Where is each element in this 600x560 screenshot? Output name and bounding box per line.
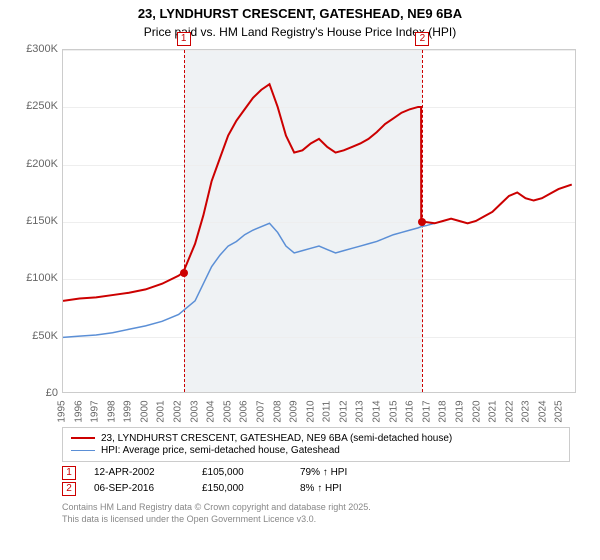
x-axis-label: 2021 — [488, 400, 499, 422]
x-axis-label: 2008 — [272, 400, 283, 422]
x-axis-label: 2013 — [355, 400, 366, 422]
y-axis-label: £300K — [18, 43, 58, 55]
x-axis-label: 1998 — [106, 400, 117, 422]
x-axis-label: 1997 — [90, 400, 101, 422]
footer-line2: This data is licensed under the Open Gov… — [62, 514, 570, 526]
y-axis-label: £100K — [18, 272, 58, 284]
sale-date: 12-APR-2002 — [94, 467, 184, 478]
sale-price: £150,000 — [202, 483, 282, 494]
x-axis-label: 2007 — [255, 400, 266, 422]
legend-swatch — [71, 437, 95, 439]
x-axis-label: 2022 — [504, 400, 515, 422]
plot-area: 12 — [62, 49, 576, 393]
x-axis-label: 2002 — [173, 400, 184, 422]
x-axis-label: 1999 — [123, 400, 134, 422]
chart-container: 23, LYNDHURST CRESCENT, GATESHEAD, NE9 6… — [0, 0, 600, 560]
y-axis-label: £200K — [18, 158, 58, 170]
sale-row-marker: 2 — [62, 482, 76, 496]
x-axis-label: 2014 — [372, 400, 383, 422]
legend-row: 23, LYNDHURST CRESCENT, GATESHEAD, NE9 6… — [71, 433, 561, 444]
x-axis-label: 2025 — [554, 400, 565, 422]
sale-date: 06-SEP-2016 — [94, 483, 184, 494]
x-axis-label: 2018 — [438, 400, 449, 422]
x-axis-label: 2006 — [239, 400, 250, 422]
sale-marker-box: 1 — [177, 32, 191, 46]
y-axis-label: £150K — [18, 215, 58, 227]
x-axis-label: 2017 — [421, 400, 432, 422]
x-axis-label: 2012 — [338, 400, 349, 422]
series-line — [63, 184, 572, 337]
legend-row: HPI: Average price, semi-detached house,… — [71, 445, 561, 456]
x-axis-label: 2020 — [471, 400, 482, 422]
y-axis-label: £250K — [18, 100, 58, 112]
chart-title-line2: Price paid vs. HM Land Registry's House … — [0, 25, 600, 43]
x-axis-label: 2003 — [189, 400, 200, 422]
legend-box: 23, LYNDHURST CRESCENT, GATESHEAD, NE9 6… — [62, 427, 570, 462]
x-axis-label: 2000 — [139, 400, 150, 422]
sale-marker-dot — [418, 218, 426, 226]
footer-line1: Contains HM Land Registry data © Crown c… — [62, 502, 570, 514]
footer-attribution: Contains HM Land Registry data © Crown c… — [62, 502, 570, 525]
x-axis-label: 2015 — [388, 400, 399, 422]
series-line — [63, 84, 572, 301]
legend-label: 23, LYNDHURST CRESCENT, GATESHEAD, NE9 6… — [101, 433, 452, 444]
chart-lines-svg — [63, 50, 575, 392]
x-axis-label: 2009 — [289, 400, 300, 422]
sale-row: 2 06-SEP-2016 £150,000 8% ↑ HPI — [62, 482, 570, 496]
y-axis-label: £50K — [18, 330, 58, 342]
x-axis-label: 2004 — [206, 400, 217, 422]
x-axis-label: 1995 — [57, 400, 68, 422]
sales-table: 1 12-APR-2002 £105,000 79% ↑ HPI 2 06-SEP-201… — [62, 466, 570, 496]
sale-marker-dot — [180, 269, 188, 277]
sale-price: £105,000 — [202, 467, 282, 478]
x-axis-label: 2005 — [222, 400, 233, 422]
chart-title-line1: 23, LYNDHURST CRESCENT, GATESHEAD, NE9 6… — [0, 0, 600, 25]
x-axis-label: 2024 — [537, 400, 548, 422]
chart-area: 12 £0 £50K £100K £150K £200K £250K £300K 1995 19… — [20, 43, 580, 423]
x-axis-label: 2019 — [454, 400, 465, 422]
x-axis-label: 2010 — [305, 400, 316, 422]
x-axis-label: 2023 — [521, 400, 532, 422]
sale-row: 1 12-APR-2002 £105,000 79% ↑ HPI — [62, 466, 570, 480]
x-axis-label: 2001 — [156, 400, 167, 422]
legend-label: HPI: Average price, semi-detached house,… — [101, 445, 340, 456]
sale-pct-vs-hpi: 8% ↑ HPI — [300, 483, 380, 494]
x-axis-label: 2011 — [322, 401, 333, 423]
sale-pct-vs-hpi: 79% ↑ HPI — [300, 467, 380, 478]
x-axis-label: 2016 — [405, 400, 416, 422]
y-axis-label: £0 — [18, 387, 58, 399]
sale-marker-box: 2 — [415, 32, 429, 46]
x-axis-label: 1996 — [73, 400, 84, 422]
legend-swatch — [71, 450, 95, 451]
sale-row-marker: 1 — [62, 466, 76, 480]
